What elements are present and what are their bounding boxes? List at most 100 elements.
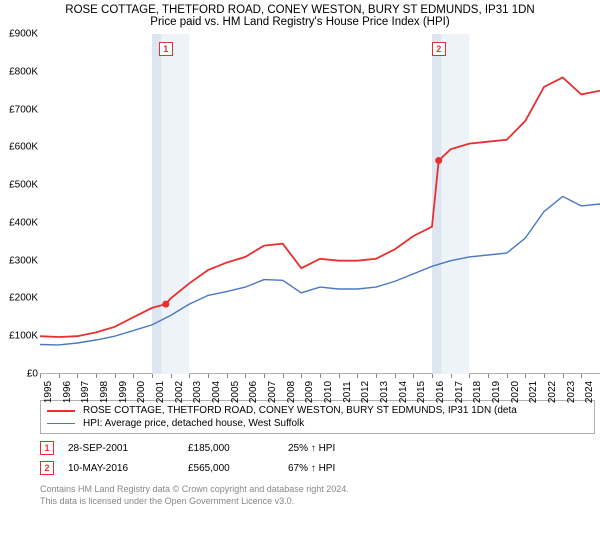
x-tick <box>525 374 526 378</box>
x-tick <box>357 374 358 378</box>
x-tick <box>432 374 433 378</box>
x-tick <box>544 374 545 378</box>
x-axis-label: 2023 <box>566 381 577 403</box>
x-axis-label: 2018 <box>472 381 483 403</box>
legend-swatch <box>47 423 75 424</box>
x-tick <box>283 374 284 378</box>
x-axis-label: 2007 <box>267 381 278 403</box>
x-axis-label: 1996 <box>62 381 73 403</box>
x-tick <box>339 374 340 378</box>
x-tick <box>581 374 582 378</box>
x-axis-label: 2000 <box>136 381 147 403</box>
x-axis-label: 2005 <box>230 381 241 403</box>
x-tick <box>469 374 470 378</box>
highlight-band <box>171 34 190 374</box>
x-tick <box>115 374 116 378</box>
legend-row: HPI: Average price, detached house, West… <box>47 417 588 430</box>
x-axis: 1995199619971998199920002001200220032004… <box>40 374 600 394</box>
sale-badge: 2 <box>40 461 54 475</box>
sale-date: 28-SEP-2001 <box>68 443 188 454</box>
x-tick <box>77 374 78 378</box>
sale-date: 10-MAY-2016 <box>68 463 188 474</box>
x-tick <box>488 374 489 378</box>
plot-svg <box>40 34 600 374</box>
x-tick <box>245 374 246 378</box>
footer-line-1: Contains HM Land Registry data © Crown c… <box>40 484 590 496</box>
y-axis-label: £400K <box>9 217 38 228</box>
x-axis-label: 2006 <box>248 381 259 403</box>
x-axis-label: 2011 <box>342 381 353 403</box>
footer: Contains HM Land Registry data © Crown c… <box>40 484 590 507</box>
x-axis-label: 1998 <box>99 381 110 403</box>
sale-pct: 25% ↑ HPI <box>288 443 408 454</box>
x-axis-label: 2013 <box>379 381 390 403</box>
legend-label: ROSE COTTAGE, THETFORD ROAD, CONEY WESTO… <box>83 405 517 416</box>
x-axis-label: 2024 <box>584 381 595 403</box>
x-axis-label: 2009 <box>304 381 315 403</box>
x-tick <box>189 374 190 378</box>
sale-pct: 67% ↑ HPI <box>288 463 408 474</box>
x-axis-label: 2008 <box>286 381 297 403</box>
x-axis-label: 2002 <box>174 381 185 403</box>
y-axis-label: £300K <box>9 255 38 266</box>
x-tick <box>40 374 41 378</box>
sale-marker-badge: 1 <box>159 42 173 56</box>
x-axis-label: 2016 <box>435 381 446 403</box>
title-main: ROSE COTTAGE, THETFORD ROAD, CONEY WESTO… <box>0 4 600 16</box>
series-line-rose <box>40 77 600 337</box>
x-axis-label: 1997 <box>80 381 91 403</box>
x-axis-label: 1995 <box>43 381 54 403</box>
y-axis-label: £800K <box>9 66 38 77</box>
x-tick <box>227 374 228 378</box>
titles: ROSE COTTAGE, THETFORD ROAD, CONEY WESTO… <box>0 0 600 30</box>
x-tick <box>507 374 508 378</box>
x-axis-label: 1999 <box>118 381 129 403</box>
sale-price: £565,000 <box>188 463 288 474</box>
sale-price: £185,000 <box>188 443 288 454</box>
highlight-band <box>451 34 470 374</box>
x-tick <box>152 374 153 378</box>
sale-row: 2 10-MAY-2016£565,00067% ↑ HPI <box>40 458 590 478</box>
x-tick <box>301 374 302 378</box>
chart-area: £0£100K£200K£300K£400K£500K£600K£700K£80… <box>40 34 600 394</box>
x-axis-label: 2017 <box>454 381 465 403</box>
sales-table: 1 28-SEP-2001£185,00025% ↑ HPI 2 10-MAY-201… <box>40 438 590 478</box>
x-tick <box>171 374 172 378</box>
y-axis-label: £600K <box>9 142 38 153</box>
title-sub: Price paid vs. HM Land Registry's House … <box>0 16 600 28</box>
x-tick <box>208 374 209 378</box>
x-axis-label: 2021 <box>528 381 539 403</box>
x-axis-label: 2015 <box>416 381 427 403</box>
x-axis-label: 2010 <box>323 381 334 403</box>
x-tick <box>133 374 134 378</box>
y-axis-label: £900K <box>9 29 38 40</box>
sale-marker-dot <box>162 301 169 308</box>
x-axis-label: 2001 <box>155 381 166 403</box>
x-tick <box>563 374 564 378</box>
x-tick <box>395 374 396 378</box>
x-axis-label: 2004 <box>211 381 222 403</box>
x-tick <box>451 374 452 378</box>
x-axis-label: 2020 <box>510 381 521 403</box>
footer-line-2: This data is licensed under the Open Gov… <box>40 496 590 508</box>
x-tick <box>413 374 414 378</box>
x-tick <box>376 374 377 378</box>
y-axis-label: £0 <box>27 369 38 380</box>
y-axis-label: £500K <box>9 180 38 191</box>
x-tick <box>264 374 265 378</box>
y-axis: £0£100K£200K£300K£400K£500K£600K£700K£80… <box>0 34 40 394</box>
y-axis-label: £100K <box>9 331 38 342</box>
sale-badge: 1 <box>40 441 54 455</box>
sale-marker-badge: 2 <box>432 42 446 56</box>
x-tick <box>320 374 321 378</box>
sale-marker-dot <box>435 157 442 164</box>
x-axis-label: 2014 <box>398 381 409 403</box>
plot-area: 12 <box>40 34 600 374</box>
legend-label: HPI: Average price, detached house, West… <box>83 418 304 429</box>
y-axis-label: £200K <box>9 293 38 304</box>
x-tick <box>96 374 97 378</box>
legend-row: ROSE COTTAGE, THETFORD ROAD, CONEY WESTO… <box>47 404 588 417</box>
legend: ROSE COTTAGE, THETFORD ROAD, CONEY WESTO… <box>40 400 595 434</box>
x-tick <box>59 374 60 378</box>
x-axis-label: 2022 <box>547 381 558 403</box>
